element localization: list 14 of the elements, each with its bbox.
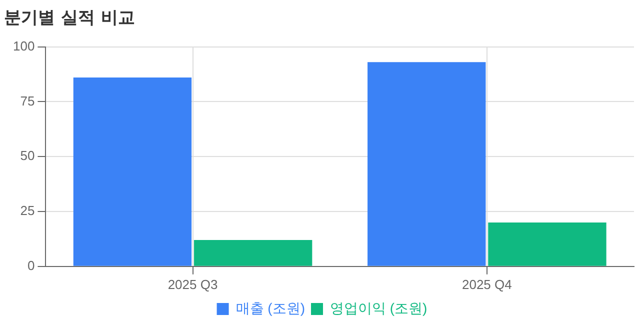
chart-title: 분기별 실적 비교 <box>4 7 135 29</box>
bar <box>73 78 192 266</box>
legend-label: 영업이익 (조원) <box>330 300 428 316</box>
y-tick-label: 0 <box>27 258 35 273</box>
y-tick-label: 50 <box>20 148 35 164</box>
bar <box>368 62 486 266</box>
x-tick-label: 2025 Q4 <box>462 276 512 292</box>
y-tick-label: 100 <box>12 38 35 54</box>
x-tick-label: 2025 Q3 <box>168 276 218 292</box>
legend-label: 매출 (조원) <box>236 300 306 316</box>
y-tick-label: 75 <box>20 93 35 108</box>
bar <box>488 222 606 266</box>
y-tick-label: 25 <box>20 203 35 218</box>
bar <box>194 240 312 266</box>
